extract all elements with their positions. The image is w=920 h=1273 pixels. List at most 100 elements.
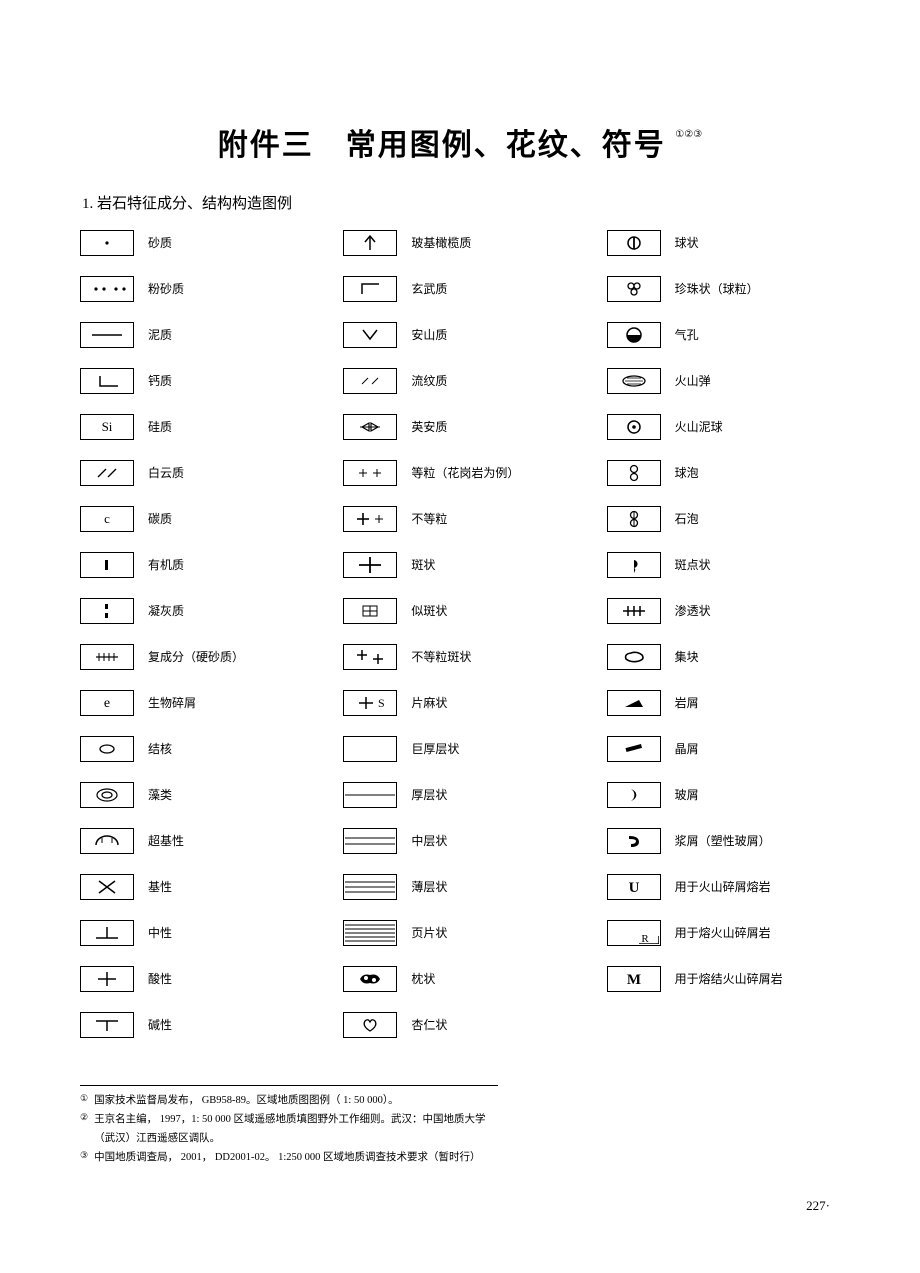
legend-label: 枕状 [411, 972, 435, 986]
footnotes: ①国家技术监督局发布， GB958-89。区域地质图图例（ 1: 50 000）… [80, 1085, 498, 1168]
legend-item: 球状 [607, 223, 840, 263]
legend-item: M用于熔结火山碎屑岩 [607, 959, 840, 999]
legend-label: 等粒（花岗岩为例） [411, 466, 519, 480]
legend-label: 珍珠状（球粒） [675, 282, 759, 296]
bar-v-icon [80, 552, 134, 578]
legend-item: 斑点状 [607, 545, 840, 585]
legend-label: 球状 [675, 236, 699, 250]
legend-label: 用于熔火山碎屑岩 [675, 926, 771, 940]
legend-item: 流纹质 [343, 361, 576, 401]
section-heading: 1. 岩石特征成分、结构构造图例 [80, 192, 840, 213]
legend-item: 粉砂质 [80, 269, 313, 309]
club-icon [607, 276, 661, 302]
legend-item: 超基性 [80, 821, 313, 861]
legend-item: 玻屑 [607, 775, 840, 815]
e-icon: e [80, 690, 134, 716]
legend-label: 用于火山碎屑熔岩 [675, 880, 771, 894]
eye-icon [607, 322, 661, 348]
legend-item: 渗透状 [607, 591, 840, 631]
plus-big-icon [343, 552, 397, 578]
footnote: ③ 中国地质调查局， 2001， DD2001-02。 1:250 000 区域地… [80, 1149, 498, 1168]
legend-label: 似斑状 [411, 604, 447, 618]
tri-fill-icon [607, 690, 661, 716]
legend-label: 碳质 [148, 512, 172, 526]
plus-mix-icon [343, 506, 397, 532]
legend-item: 泥质 [80, 315, 313, 355]
bowtie-icon [343, 414, 397, 440]
legend-item: 英安质 [343, 407, 576, 447]
legend-label: 渗透状 [675, 604, 711, 618]
blob-icon [607, 644, 661, 670]
legend-label: 杏仁状 [411, 1018, 447, 1032]
snow8b-icon [607, 506, 661, 532]
legend-label: 不等粒斑状 [411, 650, 471, 664]
legend-item: 砂质 [80, 223, 313, 263]
legend-label: 生物碎屑 [148, 696, 196, 710]
layer2-icon [343, 828, 397, 854]
page-number: 227· [80, 1198, 840, 1214]
layer3-icon [343, 874, 397, 900]
legend-item: 火山泥球 [607, 407, 840, 447]
legend-item: 结核 [80, 729, 313, 769]
svg-text:U: U [628, 880, 639, 896]
plus-s-icon: S [343, 690, 397, 716]
legend-label: 复成分（硬砂质） [148, 650, 244, 664]
legend-label: 凝灰质 [148, 604, 184, 618]
snow8-icon [607, 460, 661, 486]
legend-label: 厚层状 [411, 788, 447, 802]
legend-item: 复成分（硬砂质） [80, 637, 313, 677]
legend-label: 中性 [148, 926, 172, 940]
legend-label: 有机质 [148, 558, 184, 572]
pillow-icon [343, 966, 397, 992]
legend-item: 石泡 [607, 499, 840, 539]
legend-label: 球泡 [675, 466, 699, 480]
legend-item: 基性 [80, 867, 313, 907]
moon-icon [607, 782, 661, 808]
legend-label: 超基性 [148, 834, 184, 848]
title-text: 附件三 常用图例、花纹、符号 [218, 129, 666, 162]
svg-text:M: M [627, 972, 641, 988]
legend-label: 斑状 [411, 558, 435, 572]
m-icon: M [607, 966, 661, 992]
legend-item: 巨厚层状 [343, 729, 576, 769]
cross-x-icon [80, 874, 134, 900]
vee-icon [343, 322, 397, 348]
legend-column-3: 球状珍珠状（球粒）气孔火山弹火山泥球球泡石泡斑点状渗透状集块岩屑晶屑玻屑浆屑（塑… [607, 223, 840, 1045]
tee-icon [80, 1012, 134, 1038]
footnote-text: 王京名主编， 1997，1: 50 000 区域遥感地质填图野外工作细则。武汉：… [94, 1111, 498, 1149]
corner-tl-icon [343, 276, 397, 302]
legend-label: 粉砂质 [148, 282, 184, 296]
legend-label: 结核 [148, 742, 172, 756]
si-icon: Si [80, 414, 134, 440]
arrow-up-icon [343, 230, 397, 256]
legend-label: 基性 [148, 880, 172, 894]
legend-item: R用于熔火山碎屑岩 [607, 913, 840, 953]
legend-item: 斑状 [343, 545, 576, 585]
oval2-icon [80, 782, 134, 808]
legend-label: 中层状 [411, 834, 447, 848]
legend-column-2: 玻基橄榄质玄武质安山质流纹质英安质等粒（花岗岩为例）不等粒斑状似斑状不等粒斑状S… [343, 223, 576, 1045]
svg-text:S: S [378, 696, 385, 710]
legend-item: 钙质 [80, 361, 313, 401]
legend-item: 晶屑 [607, 729, 840, 769]
legend-item: e 生物碎屑 [80, 683, 313, 723]
dot1-icon [80, 230, 134, 256]
footnote-text: 中国地质调查局， 2001， DD2001-02。 1:250 000 区域地质… [94, 1149, 480, 1168]
legend-label: 英安质 [411, 420, 447, 434]
legend-item: 珍珠状（球粒） [607, 269, 840, 309]
legend-item: 凝灰质 [80, 591, 313, 631]
legend-label: 酸性 [148, 972, 172, 986]
footnote-marker: ③ [80, 1147, 88, 1166]
plus-mix2-icon [343, 644, 397, 670]
legend-item: c碳质 [80, 499, 313, 539]
slash-thin-icon [343, 368, 397, 394]
legend-item: Si硅质 [80, 407, 313, 447]
legend-label: 片麻状 [411, 696, 447, 710]
legend-item: 杏仁状 [343, 1005, 576, 1045]
legend-item: 玄武质 [343, 269, 576, 309]
footnote: ①国家技术监督局发布， GB958-89。区域地质图图例（ 1: 50 000）… [80, 1092, 498, 1111]
legend-item: 似斑状 [343, 591, 576, 631]
dot3-icon [80, 276, 134, 302]
legend-item: 枕状 [343, 959, 576, 999]
legend-label: 泥质 [148, 328, 172, 342]
